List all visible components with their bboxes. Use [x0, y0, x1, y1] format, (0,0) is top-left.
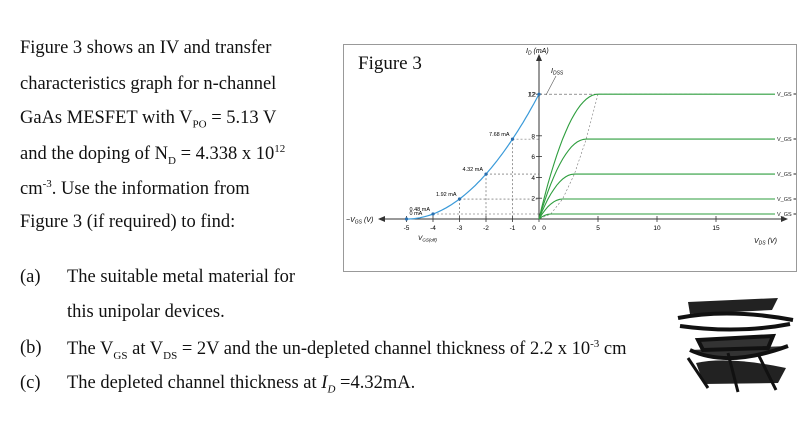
- transfer-point: [484, 172, 488, 176]
- y-tick-label: 6: [531, 154, 535, 161]
- idss-value: 12: [529, 92, 537, 99]
- question-b-text: The VGS at VDS = 2V and the un-depleted …: [67, 338, 627, 362]
- vgs-off-label: VGS(off): [418, 235, 437, 243]
- transfer-point-label: 0 mA: [410, 211, 423, 217]
- transfer-point: [510, 137, 515, 141]
- question-b-label: (b): [20, 338, 42, 358]
- transfer-point-label: 7.68 mA: [489, 132, 510, 138]
- x-tick-label: 10: [653, 225, 661, 232]
- ticks: 246812510150-5-4-3-2-10: [404, 92, 720, 232]
- output-curve: [538, 93, 775, 220]
- output-curve: [538, 213, 775, 220]
- pinchoff-locus: [538, 94, 599, 220]
- x-axis-arrow-left: [378, 216, 385, 222]
- transfer-point-label: 0.48 mA: [410, 207, 431, 213]
- figure-chart: ID (mA) VDS (V) −VGS (V) IDSS 2468125101…: [346, 48, 796, 247]
- y-axis-arrow: [536, 54, 542, 61]
- intro-line-1: Figure 3 shows an IV and transfer: [20, 38, 272, 58]
- transfer-point: [404, 217, 409, 221]
- output-curve-label: V_GS = −2 V: [777, 172, 796, 178]
- redaction-scribble: [677, 298, 794, 393]
- intro-line-2: characteristics graph for n-channel: [20, 74, 277, 94]
- x-axis-label: VDS (V): [754, 238, 777, 247]
- transfer-curve: 0 mA0.48 mA 1.92 mA 4.32 mA 7.68 mA 12: [404, 92, 541, 221]
- y-tick-label: 8: [531, 133, 535, 140]
- question-c-text: The depleted channel thickness at ID =4.…: [67, 373, 416, 396]
- question-c-label: (c): [20, 373, 41, 393]
- neg-axis-label: −VGS (V): [346, 217, 373, 226]
- vgs-tick-label: -4: [430, 225, 436, 232]
- output-curve: [538, 198, 775, 220]
- intro-line-5: cm-3. Use the information from: [20, 178, 250, 200]
- vgs-tick-label: 0: [532, 225, 536, 232]
- question-a-line1: The suitable metal material for: [67, 267, 296, 287]
- transfer-point-label: 1.92 mA: [436, 192, 457, 198]
- vgs-tick-label: -5: [404, 225, 410, 232]
- output-curve-label: V_GS = −3 V: [777, 197, 796, 203]
- vgs-tick-label: -3: [457, 225, 463, 232]
- output-curve: [538, 173, 775, 220]
- vgs-tick-label: -2: [483, 225, 489, 232]
- vgs-tick-label: -1: [510, 225, 516, 232]
- transfer-point: [457, 197, 462, 201]
- output-curve-label: V_GS = −4 V: [777, 212, 796, 218]
- y-axis-label: ID (mA): [526, 48, 549, 57]
- x-tick-label-zero: 0: [542, 225, 546, 232]
- y-tick-label: 4: [531, 175, 535, 182]
- question-a-label: (a): [20, 267, 41, 287]
- transfer-point-label: 4.32 mA: [463, 167, 484, 173]
- output-curve-label: V_GS = 0: [777, 92, 796, 98]
- intro-line-6: Figure 3 (if required) to find:: [20, 212, 236, 232]
- y-tick-label: 12: [528, 92, 536, 99]
- x-tick-label: 5: [596, 225, 600, 232]
- intro-line-3: GaAs MESFET with VPO = 5.13 V: [20, 108, 277, 131]
- transfer-point: [431, 212, 435, 216]
- figure-title: Figure 3: [358, 53, 422, 74]
- x-tick-label: 15: [712, 225, 720, 232]
- grid: [432, 93, 719, 220]
- transfer-point: [537, 92, 541, 96]
- figure-3: Figure 3 ID (mA) VDS (V) −VGS (V) IDSS 2…: [343, 44, 797, 272]
- intro-line-4: and the doping of ND = 4.338 x 1012: [20, 143, 286, 167]
- idss-label: IDSS: [551, 68, 564, 77]
- output-curve: [538, 138, 775, 220]
- output-curves: V_GS = 0 V_GS = −1 V V_GS = −2 V V_GS = −3 …: [538, 92, 796, 220]
- output-curve-label: V_GS = −1 V: [777, 137, 796, 143]
- transfer-line: [406, 93, 540, 220]
- x-axis-arrow-right: [781, 216, 788, 222]
- idss-pointer: [545, 75, 557, 96]
- question-a-line2: this unipolar devices.: [67, 302, 225, 322]
